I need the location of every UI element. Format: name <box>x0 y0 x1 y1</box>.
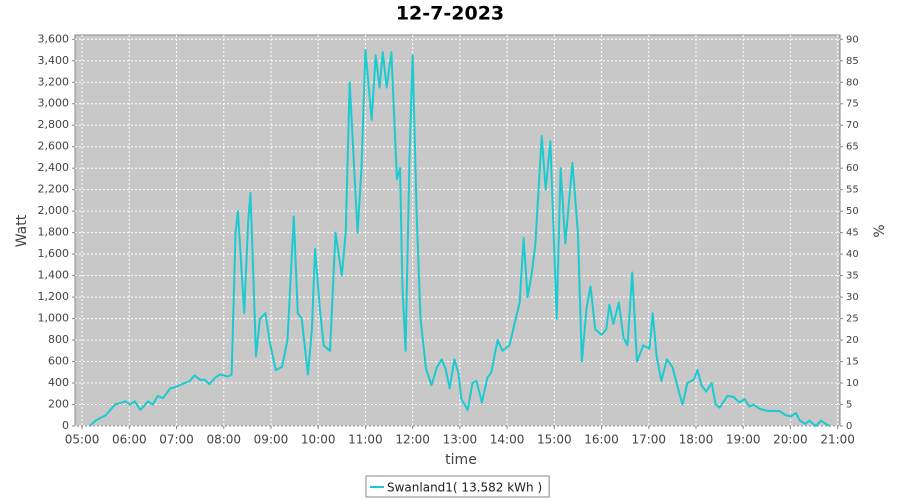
y-tick-label: 2,400 <box>38 161 70 174</box>
x-tick-label: 06:00 <box>112 433 147 447</box>
y-tick-label: 800 <box>48 333 69 346</box>
x-tick-label: 19:00 <box>726 433 761 447</box>
x-tick-label: 15:00 <box>537 433 572 447</box>
y2-tick-label: 75 <box>846 99 859 110</box>
y2-tick-label: 0 <box>846 421 852 432</box>
x-tick-label: 09:00 <box>254 433 289 447</box>
y-axis-label: Watt <box>14 214 30 247</box>
x-tick-label: 11:00 <box>348 433 383 447</box>
y2-tick-label: 25 <box>846 314 859 325</box>
y-tick-label: 1,000 <box>38 312 70 325</box>
y2-tick-label: 35 <box>846 271 859 282</box>
x-tick-label: 17:00 <box>631 433 666 447</box>
y-tick-label: 3,000 <box>38 97 70 110</box>
y2-tick-label: 90 <box>846 34 859 45</box>
x-axis-label: time <box>445 452 477 468</box>
x-tick-label: 18:00 <box>679 433 714 447</box>
y-tick-label: 2,000 <box>38 204 70 217</box>
y2-tick-label: 10 <box>846 378 859 389</box>
y-tick-label: 200 <box>48 398 69 411</box>
y-tick-label: 400 <box>48 376 69 389</box>
y2-tick-label: 15 <box>846 357 859 368</box>
x-tick-label: 10:00 <box>301 433 336 447</box>
y2-tick-label: 40 <box>846 249 859 260</box>
y-tick-label: 1,600 <box>38 247 70 260</box>
y2-tick-label: 85 <box>846 56 859 67</box>
y-tick-label: 1,400 <box>38 269 70 282</box>
y2-tick-label: 45 <box>846 228 859 239</box>
plot-area <box>74 34 841 427</box>
x-tick-label: 20:00 <box>773 433 808 447</box>
y-tick-label: 3,200 <box>38 75 70 88</box>
x-tick-label: 07:00 <box>159 433 194 447</box>
chart-title: 12-7-2023 <box>396 3 504 25</box>
legend-box <box>365 475 550 498</box>
x-tick-label: 12:00 <box>395 433 430 447</box>
y2-tick-label: 5 <box>846 400 852 411</box>
y2-axis-label: % <box>872 224 888 237</box>
x-tick-label: 08:00 <box>206 433 241 447</box>
x-tick-label: 13:00 <box>443 433 478 447</box>
x-tick-label: 21:00 <box>820 433 855 447</box>
x-tick-label: 16:00 <box>584 433 619 447</box>
y-tick-label: 2,600 <box>38 140 70 153</box>
y-tick-label: 3,400 <box>38 54 70 67</box>
y2-tick-label: 65 <box>846 142 859 153</box>
y-tick-label: 1,200 <box>38 290 70 303</box>
data-line <box>89 49 831 427</box>
y2-tick-label: 30 <box>846 292 859 303</box>
y2-tick-label: 50 <box>846 206 859 217</box>
y-tick-label: 600 <box>48 355 69 368</box>
x-tick-label: 14:00 <box>490 433 525 447</box>
y-tick-label: 0 <box>62 419 69 432</box>
y2-tick-label: 55 <box>846 185 859 196</box>
y2-tick-label: 60 <box>846 163 859 174</box>
y-tick-label: 1,800 <box>38 226 70 239</box>
y2-tick-label: 80 <box>846 77 859 88</box>
y-tick-label: 2,800 <box>38 118 70 131</box>
y-tick-label: 3,600 <box>38 32 70 45</box>
x-tick-label: 05:00 <box>65 433 100 447</box>
y2-tick-label: 70 <box>846 120 859 131</box>
y-tick-label: 2,200 <box>38 183 70 196</box>
y2-tick-label: 20 <box>846 335 859 346</box>
legend-label: Swanland1( 13.582 kWh ) <box>387 481 542 495</box>
